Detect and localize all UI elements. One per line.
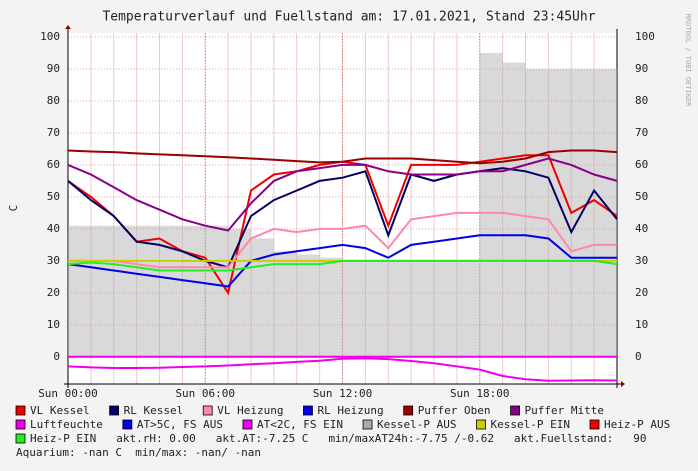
y2-tick-label: 90 <box>635 62 648 75</box>
series-line <box>67 357 618 382</box>
y2-tick-label: 40 <box>635 222 648 235</box>
y-tick-label: 100 <box>40 30 60 43</box>
watermark: RRDTOOL / TOBI OETIKER <box>684 14 692 108</box>
note: akt.rH: 0.00 <box>116 432 195 445</box>
series-line <box>68 211 617 269</box>
area-segment <box>502 62 526 357</box>
legend-label: VL Kessel <box>30 404 90 417</box>
legend-swatch <box>15 419 26 430</box>
y2-tick-label: 50 <box>635 190 648 203</box>
note: akt.AT:-7.25 C <box>216 432 309 445</box>
legend-swatch <box>303 405 313 416</box>
series-line <box>67 234 617 288</box>
legend-label: Puffer Oben <box>418 404 491 417</box>
area-segment <box>388 260 412 357</box>
y-tick-label: 90 <box>47 62 60 75</box>
y2-tick-label: 70 <box>635 126 648 139</box>
legend-swatch <box>589 419 600 430</box>
area-segment <box>525 68 549 357</box>
y-tick-label: 80 <box>47 94 60 107</box>
legend-label: RL Kessel <box>124 404 184 417</box>
x-tick-label: Sun 12:00 <box>313 387 373 400</box>
y-tick-label: 70 <box>47 126 60 139</box>
note: min/maxAT24h:-7.75 /-0.62 <box>328 432 494 445</box>
legend-swatch <box>242 419 253 430</box>
chart-title: Temperaturverlauf und Fuellstand am: 17.… <box>102 10 595 25</box>
area-segment <box>342 260 366 357</box>
x-tick-label: Sun 00:00 <box>38 387 98 400</box>
y-tick-label: 30 <box>47 254 60 267</box>
y-tick-label: 0 <box>53 350 60 363</box>
x-tick-label: Sun 18:00 <box>450 387 510 400</box>
y2-tick-label: 100 <box>635 30 655 43</box>
area-segment <box>434 260 457 357</box>
legend-swatch <box>122 419 133 430</box>
area-segment <box>411 260 434 357</box>
series-line <box>67 157 618 232</box>
area-segment <box>456 260 480 357</box>
series-line <box>67 167 618 269</box>
legend-swatch <box>510 405 520 416</box>
series-line <box>67 259 618 272</box>
legend-label: VL Heizung <box>217 404 283 417</box>
legend-label: Heiz-P AUS <box>604 418 670 431</box>
note: Aquarium: -nan C min/max: -nan/ -nan <box>16 446 261 459</box>
series-line <box>67 149 618 165</box>
axis-arrow <box>65 25 71 29</box>
legend-label: RL Heizung <box>317 404 383 417</box>
legend-label: Heiz-P EIN <box>30 432 96 445</box>
area-segment <box>228 228 251 357</box>
axis-arrow <box>621 381 625 387</box>
note: akt.Fuellstand: 90 <box>514 432 646 445</box>
legend-swatch <box>476 419 486 430</box>
legend-swatch <box>403 405 414 416</box>
legend-label: Puffer Mitte <box>525 404 604 417</box>
y2-tick-label: 60 <box>635 158 648 171</box>
y2-tick-label: 0 <box>635 350 642 363</box>
marks <box>67 52 618 382</box>
y-tick-label: 50 <box>47 190 60 203</box>
area-segment <box>68 225 91 357</box>
y-tick-label: 40 <box>47 222 60 235</box>
area-segment <box>548 68 572 357</box>
legend-label: AT<2C, FS EIN <box>257 418 343 431</box>
y-tick-label: 60 <box>47 158 60 171</box>
area-segment <box>319 257 343 357</box>
area-segment <box>113 225 137 357</box>
area-segment <box>159 225 183 357</box>
y2-tick-label: 30 <box>635 254 648 267</box>
area-segment <box>182 225 206 357</box>
grid: 0 0 10 10 20 20 30 30 40 40 50 50 60 60 70 70 80 80 90 90 10… <box>38 25 655 400</box>
legend-swatch <box>109 405 120 416</box>
legend-swatch <box>15 433 26 444</box>
legend-label: Kessel-P AUS <box>377 418 456 431</box>
legend-swatch <box>15 405 26 416</box>
legend-label: Luftfeuchte <box>30 418 103 431</box>
area-segment <box>251 238 274 357</box>
area-segment <box>273 251 297 357</box>
y-axis-label: C <box>7 205 20 212</box>
area-segment <box>479 52 503 357</box>
area-segment <box>90 225 114 357</box>
y2-tick-label: 10 <box>635 318 648 331</box>
y2-tick-label: 20 <box>635 286 648 299</box>
area-segment <box>594 68 617 357</box>
legend-label: Kessel-P EIN <box>491 418 570 431</box>
y2-tick-label: 80 <box>635 94 648 107</box>
legend: VL Kessel RL Kessel VL Heizung RL Heizung Pu… <box>15 404 670 459</box>
area-segment <box>136 225 160 357</box>
area-segment <box>296 254 320 357</box>
legend-swatch <box>202 405 213 416</box>
area-segment <box>205 225 229 357</box>
legend-swatch <box>362 419 373 430</box>
y-tick-label: 10 <box>47 318 60 331</box>
x-tick-label: Sun 06:00 <box>175 387 235 400</box>
legend-label: AT>5C, FS AUS <box>137 418 223 431</box>
y-tick-label: 20 <box>47 286 60 299</box>
area-segment <box>365 260 389 357</box>
